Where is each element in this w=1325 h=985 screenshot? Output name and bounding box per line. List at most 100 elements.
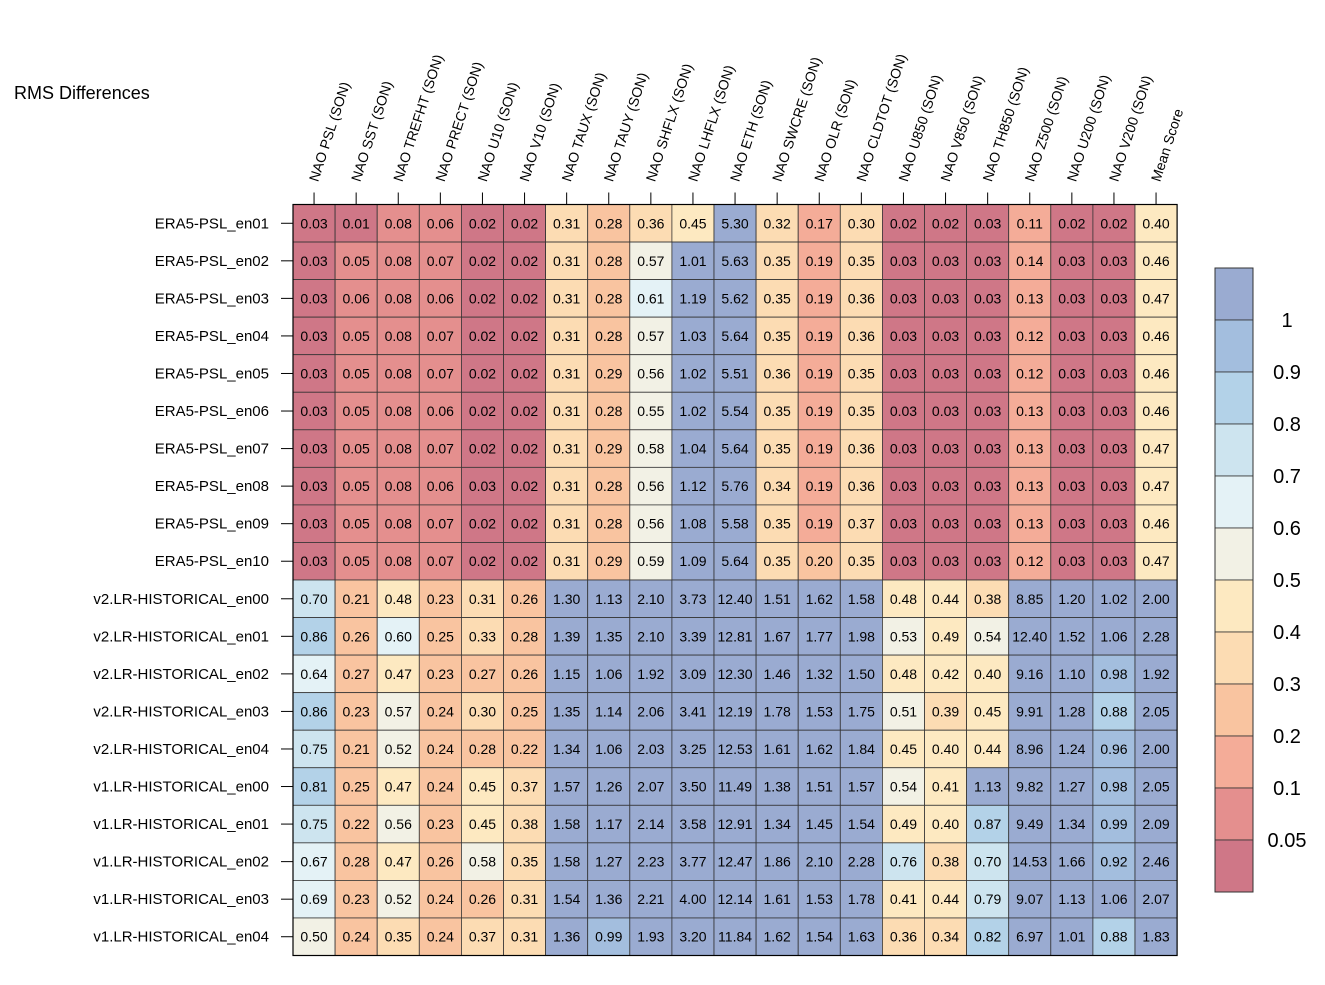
colorbar-frame [1214,267,1254,893]
heatmap-cell [545,391,589,431]
cell-value: 0.34 [764,478,791,494]
heatmap-cell [882,504,925,543]
cell-value: 0.02 [469,365,496,381]
cell-value: 1.36 [595,891,622,907]
heatmap-cell [545,354,589,393]
colorbar-tick-label: 0.9 [1273,362,1301,384]
cell-value: 0.03 [974,441,1001,457]
heatmap-cell [839,466,883,506]
cell-value: 0.28 [343,854,370,870]
heatmap-cell [587,579,631,618]
heatmap-cell [376,316,420,356]
heatmap-cell [797,654,841,694]
column-label: NAO V200 (SON) [1106,73,1155,183]
cell-value: 0.03 [300,290,327,306]
heatmap-cell [418,880,462,919]
cell-value: 1.14 [595,703,622,719]
cell-value: 0.54 [890,779,917,795]
cell-value: 2.09 [1142,816,1169,832]
cell-value: 0.13 [1016,403,1043,419]
row-label: v1.LR-HISTORICAL_en01 [93,816,269,833]
row-label: ERA5-PSL_en06 [155,403,269,420]
heatmap-cell [839,504,883,543]
cell-value: 1.84 [848,741,875,757]
cell-value: 0.31 [553,403,580,419]
cell-value: 0.48 [890,666,917,682]
heatmap-cell [545,654,589,694]
cell-value: 0.03 [1058,516,1085,532]
cell-value: 1.03 [679,328,706,344]
row-label: v2.LR-HISTORICAL_en00 [93,591,269,608]
column-label: NAO OLR (SON) [811,77,859,183]
heatmap-cell [376,767,420,806]
heatmap-cell [418,804,462,844]
heatmap-cell [1050,279,1094,318]
row-label: ERA5-PSL_en04 [155,328,269,345]
heatmap-cell [587,692,631,731]
cell-value: 0.21 [343,741,370,757]
cell-value: 5.64 [721,553,748,569]
heatmap-cell [1092,729,1136,769]
heatmap-cell [418,917,462,956]
cell-value: 0.05 [343,403,370,419]
heatmap-cell [1134,204,1178,243]
heatmap-cell [1008,542,1052,581]
heatmap-cell [1050,316,1094,356]
heatmap-cell [334,917,378,956]
heatmap-cell [545,579,589,618]
colorbar-tick-label: 0.05 [1268,830,1307,852]
cell-value: 0.88 [1100,929,1127,945]
cell-value: 0.19 [806,441,833,457]
cell-value: 5.64 [721,328,748,344]
cell-value: 5.30 [721,215,748,231]
cell-value: 1.30 [553,591,580,607]
cell-value: 2.23 [637,854,664,870]
heatmap-cell [1050,429,1094,468]
heatmap-cell [503,542,546,581]
heatmap-cell [966,542,1010,581]
heatmap-cell [587,617,631,656]
cell-value: 1.63 [848,929,875,945]
cell-value: 0.03 [300,516,327,532]
heatmap-cell [839,279,883,318]
cell-value: 0.24 [427,741,454,757]
cell-value: 0.40 [1142,215,1169,231]
colorbar-tick-label: 1 [1281,310,1292,332]
heatmap-cell [1092,354,1136,393]
heatmap-cell [1134,429,1178,468]
cell-value: 12.53 [718,741,753,757]
cell-value: 1.26 [595,779,622,795]
heatmap-cell [755,654,799,694]
heatmap-cell [924,804,967,844]
cell-value: 0.02 [890,215,917,231]
heatmap-cell [797,917,841,956]
cell-value: 3.77 [679,854,706,870]
heatmap-cell [839,316,883,356]
heatmap-cell [1134,880,1178,919]
cell-value: 0.47 [1142,553,1169,569]
column-label: NAO TH850 (SON) [979,65,1031,184]
cell-value: 0.02 [1100,215,1127,231]
cell-value: 1.38 [764,779,791,795]
heatmap-cell [587,917,631,956]
heatmap-cell [587,429,631,468]
heatmap-cell [629,579,673,618]
cell-value: 0.75 [300,741,327,757]
cell-value: 5.62 [721,290,748,306]
heatmap-cell [924,729,967,769]
heatmap-cell [924,917,967,956]
cell-value: 0.52 [385,891,412,907]
heatmap-cell [1092,504,1136,543]
cell-value: 3.20 [679,929,706,945]
heatmap-cell [292,617,336,656]
heatmap-cell [882,466,925,506]
cell-value: 0.02 [511,290,538,306]
cell-value: 0.35 [385,929,412,945]
heatmap-cell [755,579,799,618]
heatmap-cell [797,429,841,468]
cell-value: 0.49 [890,816,917,832]
cell-value: 0.44 [932,591,959,607]
heatmap-cell [713,316,757,356]
cell-value: 0.35 [764,403,791,419]
colorbar-tick-label: 0.4 [1273,622,1301,644]
